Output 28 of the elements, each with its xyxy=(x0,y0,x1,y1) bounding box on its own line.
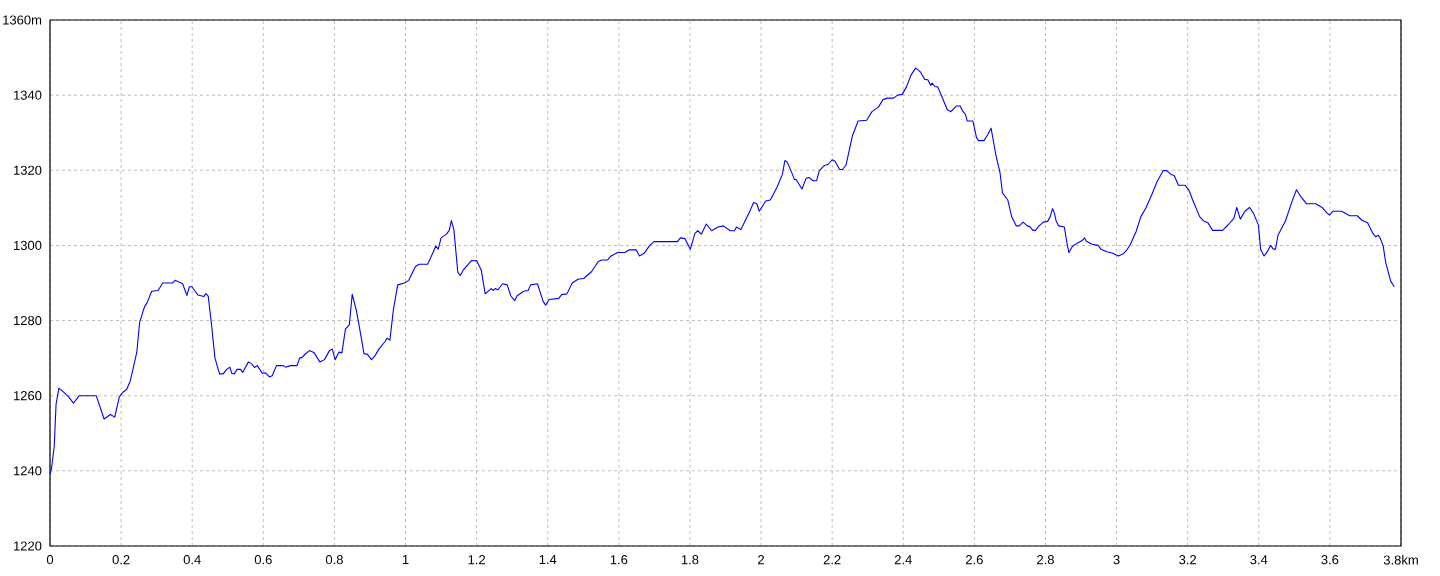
x-tick-label: 3 xyxy=(1113,555,1120,565)
x-tick-label: 2.8 xyxy=(1037,555,1054,565)
x-tick-label: 2.2 xyxy=(823,555,841,565)
x-tick-label: 0.8 xyxy=(325,555,343,565)
y-tick-label: 1280 xyxy=(14,315,42,326)
x-tick-label: 3.8km xyxy=(1383,555,1418,565)
y-tick-label: 1240 xyxy=(14,466,42,476)
x-tick-label: 1.4 xyxy=(539,555,557,564)
y-tick-label: 1360m xyxy=(3,15,42,25)
x-tick-label: 3.4 xyxy=(1250,555,1268,565)
x-tick-label: 3.2 xyxy=(1179,555,1197,565)
x-tick-label: 2 xyxy=(758,555,764,565)
y-tick-label: 1300 xyxy=(14,240,42,251)
y-tick-label: 1260 xyxy=(14,391,42,401)
x-tick-label: 2.4 xyxy=(894,555,912,565)
x-tick-label: 1 xyxy=(402,555,409,564)
x-tick-label: 3.6 xyxy=(1321,555,1339,565)
x-tick-label: 1.2 xyxy=(468,555,485,565)
y-tick-label: 1320 xyxy=(14,165,42,175)
x-tick-label: 0 xyxy=(46,555,54,565)
x-tick-label: 2.6 xyxy=(965,555,983,565)
x-tick-label: 0.6 xyxy=(254,555,272,565)
y-tick-label: 1340 xyxy=(14,90,42,100)
x-tick-label: 1.6 xyxy=(610,555,628,565)
x-tick-label: 1.8 xyxy=(681,555,699,565)
x-tick-label: 0.4 xyxy=(183,555,201,565)
x-tick-label: 0.2 xyxy=(112,555,130,565)
y-tick-label: 1220 xyxy=(14,541,42,551)
